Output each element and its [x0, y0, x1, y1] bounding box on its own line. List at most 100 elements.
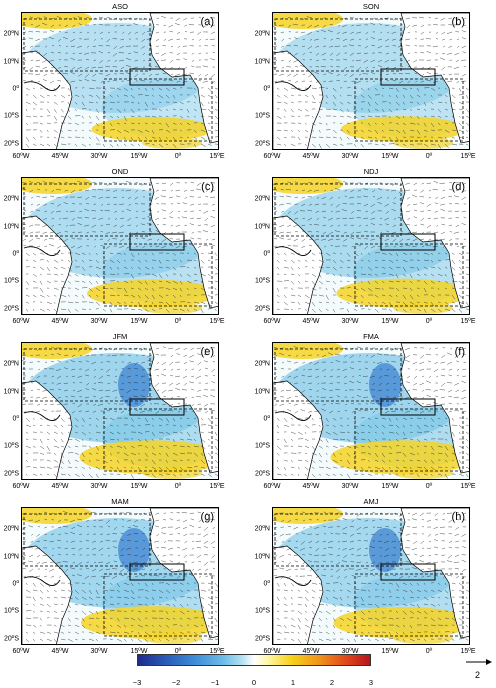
wind-arrow: [283, 136, 287, 139]
wind-arrow: [109, 252, 114, 254]
map-area: (c): [21, 177, 219, 315]
wind-arrow: [28, 238, 34, 242]
longitude-label: 60ºW: [12, 318, 30, 325]
wind-arrow: [25, 589, 31, 593]
wind-arrow: [412, 512, 418, 516]
positive-anomaly-region: [393, 632, 453, 644]
wind-arrow: [102, 424, 107, 429]
wind-arrow: [430, 631, 435, 634]
wind-arrow: [109, 452, 113, 456]
wind-arrow: [314, 71, 320, 75]
latitude-label: 10ºS: [254, 442, 270, 450]
wind-arrow: [372, 395, 376, 398]
wind-arrow: [350, 231, 355, 236]
wind-arrow: [30, 52, 34, 54]
wind-arrow: [297, 610, 303, 615]
wind-arrow: [311, 459, 316, 463]
wind-arrow: [32, 445, 36, 448]
wind-arrow: [106, 410, 111, 412]
wind-arrow: [79, 540, 83, 542]
wind-arrow: [95, 101, 99, 104]
wind-arrow: [123, 466, 126, 469]
wind-arrow: [297, 280, 301, 284]
wind-arrow: [125, 189, 132, 192]
wind-arrow: [70, 567, 76, 570]
wind-arrow: [92, 547, 97, 550]
wind-arrow: [391, 208, 397, 212]
wind-arrow: [81, 108, 87, 110]
wind-arrow: [444, 466, 448, 468]
wind-arrow: [88, 596, 93, 600]
wind-arrow: [188, 24, 195, 26]
wind-arrow: [416, 273, 421, 276]
wind-arrow: [130, 617, 136, 621]
wind-arrow: [346, 266, 351, 269]
wind-arrow: [444, 94, 448, 97]
wind-arrow: [65, 347, 69, 349]
wind-arrow: [325, 638, 332, 641]
wind-arrow: [393, 512, 397, 515]
wind-arrow: [314, 24, 320, 28]
wind-arrow: [153, 575, 160, 577]
wind-arrow: [134, 368, 139, 370]
panel-label: (a): [200, 16, 214, 28]
wind-arrow: [127, 540, 132, 542]
wind-arrow: [93, 525, 97, 528]
wind-arrow: [420, 354, 425, 359]
wind-arrow: [109, 589, 115, 591]
wind-arrow: [214, 122, 218, 125]
wind-arrow: [109, 417, 115, 421]
wind-arrow: [307, 24, 313, 29]
wind-arrow: [294, 568, 299, 570]
wind-arrow: [170, 245, 174, 247]
wind-arrow: [335, 561, 341, 566]
wind-arrow: [434, 539, 439, 542]
wind-arrow: [165, 596, 168, 599]
anomaly-map-svg: [273, 508, 469, 644]
wind-arrow: [292, 23, 299, 26]
wind-arrow: [130, 301, 134, 303]
anomaly-map-svg: [22, 178, 218, 314]
wind-arrow: [339, 431, 346, 433]
wind-arrow: [142, 547, 146, 550]
wind-arrow: [346, 294, 352, 297]
wind-arrow: [158, 424, 162, 426]
wind-arrow: [123, 624, 127, 628]
wind-arrow: [315, 59, 320, 62]
wind-arrow: [363, 217, 369, 219]
wind-arrow: [336, 38, 341, 40]
wind-arrow: [81, 273, 86, 276]
wind-arrow: [95, 638, 98, 642]
wind-arrow: [440, 203, 446, 206]
wind-arrow: [177, 403, 181, 405]
wind-arrow: [328, 231, 334, 235]
wind-arrow: [370, 238, 376, 241]
wind-arrow: [198, 519, 202, 523]
wind-arrow: [179, 115, 184, 119]
wind-arrow: [379, 396, 383, 400]
wind-arrow: [198, 526, 202, 528]
wind-arrow: [142, 568, 146, 570]
wind-arrow: [453, 195, 460, 198]
wind-arrow: [309, 547, 313, 549]
wind-arrow: [420, 202, 425, 205]
wind-arrow: [123, 631, 130, 634]
wind-arrow: [302, 354, 306, 357]
wind-arrow: [60, 610, 64, 613]
wind-arrow: [412, 526, 418, 528]
wind-arrow: [53, 129, 58, 133]
wind-arrow: [175, 388, 181, 391]
wind-arrow: [311, 287, 317, 291]
wind-arrow: [395, 108, 399, 110]
wind-arrow: [115, 368, 118, 371]
wind-arrow: [321, 347, 327, 351]
wind-arrow: [60, 294, 67, 297]
wind-arrow: [447, 352, 453, 356]
wind-arrow: [293, 389, 299, 392]
wind-arrow: [456, 375, 460, 377]
wind-arrow: [56, 245, 62, 249]
wind-arrow: [395, 273, 399, 279]
wind-arrow: [318, 101, 322, 104]
wind-arrow: [395, 617, 399, 619]
wind-arrow: [381, 466, 385, 471]
